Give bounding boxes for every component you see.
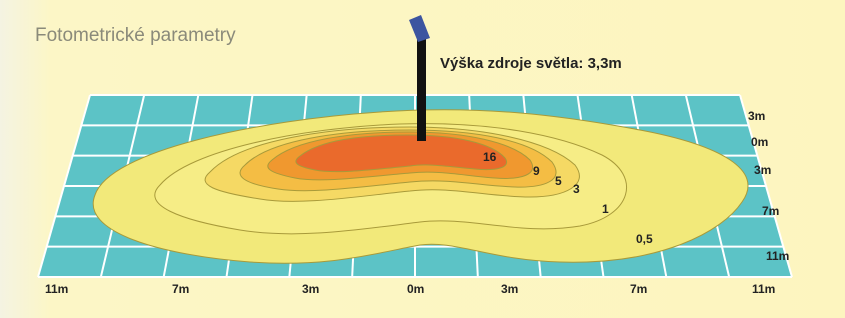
diagram: Fotometrické parametry Výška zdroje svět…	[0, 0, 845, 318]
contour-label: 16	[483, 150, 497, 164]
x-axis-label: 3m	[302, 282, 319, 296]
contour-label: 5	[555, 174, 562, 188]
contour-label: 9	[533, 164, 540, 178]
x-axis-label: 0m	[407, 282, 424, 296]
x-axis-label: 11m	[752, 282, 775, 296]
y-axis-label: 7m	[762, 204, 779, 218]
contour-label: 1	[602, 202, 609, 216]
y-axis-label: 3m	[748, 109, 765, 123]
source-height: Výška zdroje světla: 3,3m	[440, 55, 622, 72]
contour-label: 3	[573, 182, 580, 196]
y-axis-label: 0m	[751, 135, 768, 149]
y-axis-label: 3m	[754, 163, 771, 177]
title: Fotometrické parametry	[35, 25, 236, 46]
x-axis-label: 11m	[45, 282, 68, 296]
page: {"header": {"title": "Fotometrické param…	[0, 0, 845, 318]
contour-label: 0,5	[636, 232, 653, 246]
x-axis-label: 7m	[630, 282, 647, 296]
x-axis-label: 7m	[172, 282, 189, 296]
y-axis-label: 11m	[766, 249, 789, 263]
x-axis-label: 3m	[501, 282, 518, 296]
light-pole	[417, 35, 426, 141]
